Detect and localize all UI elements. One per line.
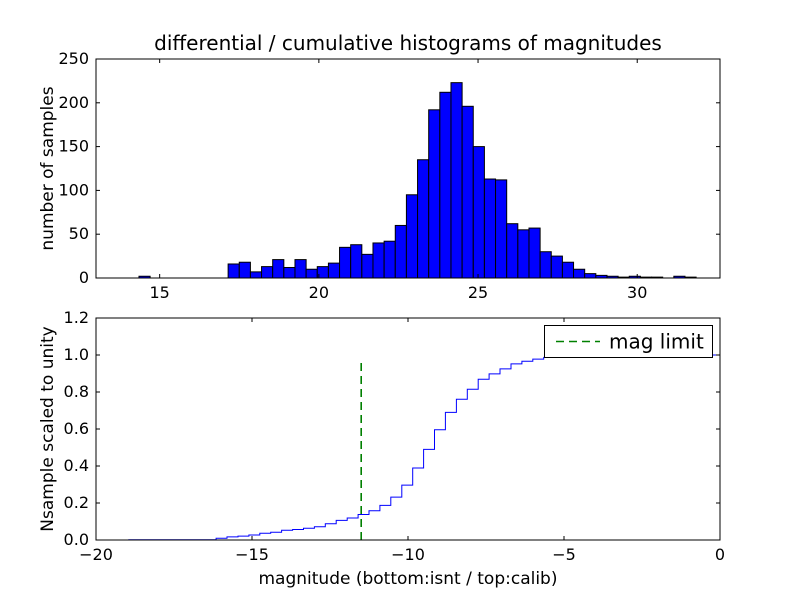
histogram-bar xyxy=(305,268,318,279)
histogram-bar xyxy=(417,159,430,279)
figure-title: differential / cumulative histograms of … xyxy=(154,31,662,55)
histogram-bar xyxy=(461,105,474,279)
histogram-bar xyxy=(383,240,396,279)
histogram-bar xyxy=(528,227,541,279)
histogram-bar xyxy=(361,253,374,279)
y-tick-label: 50 xyxy=(69,224,89,243)
bottom-y-axis-label: Nsample scaled to unity xyxy=(38,326,58,531)
x-tick-label: 30 xyxy=(627,283,647,302)
x-tick-label: −5 xyxy=(552,545,576,564)
legend-label: mag limit xyxy=(609,330,704,354)
histogram-bar xyxy=(249,271,263,279)
histogram-bar xyxy=(394,224,407,279)
cumulative-step-line xyxy=(96,354,720,541)
histogram-bar xyxy=(584,273,597,279)
histogram-bars xyxy=(138,82,697,279)
histogram-bar xyxy=(495,179,508,279)
histogram-bar xyxy=(405,194,419,279)
differential-histogram-subplot: 15 20 25 30 0 50 100 150 200 250 xyxy=(58,49,721,302)
histogram-bar xyxy=(550,255,563,279)
histogram-bar xyxy=(227,263,240,279)
axes-frame xyxy=(95,58,721,279)
histogram-bar xyxy=(327,262,341,279)
histogram-bar xyxy=(428,109,441,279)
x-tick-label: −20 xyxy=(79,545,113,564)
x-tick-label: 0 xyxy=(715,545,725,564)
histogram-bar xyxy=(439,91,452,279)
histogram-bar xyxy=(339,246,352,279)
y-tick-label: 250 xyxy=(58,49,89,68)
y-tick-label: 0.4 xyxy=(64,456,89,475)
histogram-bar xyxy=(573,268,586,279)
y-tick-label: 150 xyxy=(58,137,89,156)
x-tick-label: 15 xyxy=(149,283,169,302)
y-tick-label: 0.6 xyxy=(64,419,89,438)
histogram-bar xyxy=(294,259,307,279)
x-tick-label: 25 xyxy=(468,283,488,302)
y-tick-label: 200 xyxy=(58,93,89,112)
axes-frame xyxy=(95,317,721,541)
top-y-axis-label: number of samples xyxy=(38,86,58,250)
histogram-bar xyxy=(483,178,497,279)
histogram-bar xyxy=(238,261,251,279)
histogram-bar xyxy=(561,261,575,279)
legend: mag limit xyxy=(544,325,713,358)
y-tick-label: 0.8 xyxy=(64,382,89,401)
histogram-bar xyxy=(472,146,485,279)
y-tick-label: 1.2 xyxy=(64,308,89,327)
y-tick-label: 0 xyxy=(79,268,89,287)
bottom-x-axis-label: magnitude (bottom:isnt / top:calib) xyxy=(259,569,558,589)
y-tick-label: 0.2 xyxy=(64,493,89,512)
histogram-bar xyxy=(283,266,296,279)
histogram-bar xyxy=(350,244,363,279)
histogram-bar xyxy=(539,251,552,279)
x-tick-label: 20 xyxy=(309,283,329,302)
histogram-bar xyxy=(450,82,463,279)
histogram-bar xyxy=(506,223,519,279)
y-tick-label: 100 xyxy=(58,180,89,199)
y-tick-label: 1.0 xyxy=(64,345,89,364)
x-tick-label: −10 xyxy=(391,545,425,564)
histogram-bar xyxy=(272,259,285,279)
x-tick-label: −15 xyxy=(235,545,269,564)
histogram-bar xyxy=(372,242,385,279)
histogram-bar xyxy=(517,229,530,279)
histogram-bar xyxy=(261,266,274,279)
y-tick-label: 0.0 xyxy=(64,530,89,549)
